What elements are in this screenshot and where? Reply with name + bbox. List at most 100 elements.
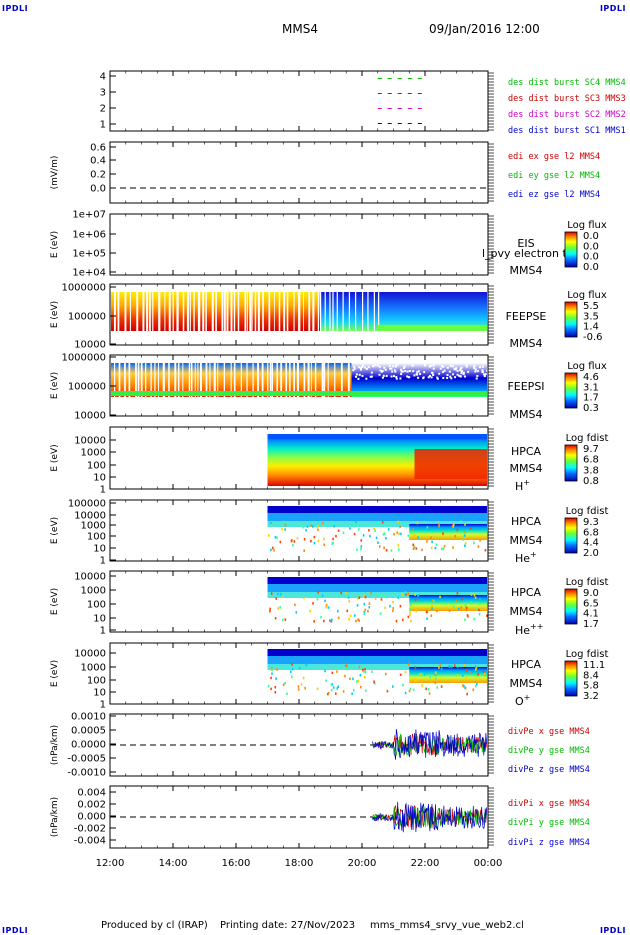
feepsi-speckle (467, 370, 470, 373)
hpca_o-count-speckle (428, 692, 431, 695)
hpca_he1-count-speckle (414, 546, 417, 550)
hpca_o-count-speckle (386, 689, 389, 693)
hpca_o-count-speckle (290, 675, 293, 678)
feepsi-speckle (381, 376, 384, 379)
divpe-legend-entry: divPe x gse MMS4 (508, 727, 590, 737)
hpca_he2-count-speckle (473, 593, 476, 597)
divpe-y-tick-label: 0.0005 (71, 726, 106, 737)
corner-label-top-left: IPDLI (2, 4, 29, 13)
hpca_o-count-speckle (440, 685, 443, 688)
burst-panel: 4 3 2 1 des dist burst SC4 MMS4 des dist burs… (100, 70, 626, 136)
feepsi-speckle (359, 368, 362, 371)
hpca_he2-count-speckle (464, 603, 467, 607)
feepsi-data-gap (240, 363, 242, 397)
feepsi-data-gap (200, 363, 202, 397)
hpca_he1-count-speckle (464, 523, 466, 526)
feepsi-speckle (358, 366, 361, 369)
hpca_he1-count-speckle (333, 524, 335, 528)
hpca_he1-upper-band (267, 513, 487, 521)
hpca_he1-count-speckle (283, 520, 286, 524)
feepsi-speckle (446, 376, 449, 379)
hpca_he1-count-speckle (270, 521, 272, 525)
hpca_he1-count-speckle (337, 529, 340, 532)
feepsi-colorbar-value: 4.6 (583, 372, 599, 383)
hpca_o-count-speckle (465, 668, 467, 672)
feepsi-speckle (401, 370, 404, 373)
feepsi-speckle (423, 371, 426, 374)
feepsi-data-gap (269, 363, 272, 397)
divpe-y-tick-label: -0.0010 (67, 768, 106, 779)
feepsi-speckle (460, 370, 463, 373)
feepse-colorbar-value: 5.5 (583, 301, 599, 312)
divpi-y-tick-label: -0.002 (74, 824, 106, 835)
hpca_o-species-charge: + (524, 693, 531, 702)
hpca_he1-y-tick-label: 100 (87, 532, 106, 543)
hpca_he1-colorbar (564, 517, 578, 554)
hpca_o-count-speckle (412, 688, 415, 692)
hpca_he1-count-speckle (383, 546, 385, 550)
feepsi-speckle (357, 377, 360, 380)
feepsi-speckle (365, 377, 368, 380)
hpca_o-colorbar-title: Log fdist (566, 649, 609, 660)
feepsi-speckle (453, 368, 456, 371)
hpca_he2-count-speckle (269, 609, 271, 613)
hpca_o-count-speckle (463, 664, 466, 667)
hpca_he2-count-speckle (448, 609, 451, 612)
feepse-data-gap (215, 292, 217, 331)
feepsi-speckle (394, 365, 397, 368)
hpca_he2-count-speckle (355, 619, 357, 623)
feepsi-speckle (390, 367, 393, 370)
hpca_he1-count-speckle (390, 549, 393, 552)
feepsi-speckle (361, 374, 364, 377)
hpca_he2-count-speckle (404, 591, 407, 594)
hpca_h-side-label: MMS4 (510, 462, 543, 475)
feepse-y-axis-label: E (eV) (50, 301, 60, 328)
divpe-y-tick-label: -0.0005 (67, 754, 106, 765)
hpca_he2-colorbar-value: 9.0 (583, 588, 599, 599)
hpca_he2-count-speckle (470, 593, 473, 596)
feepsi-speckle (441, 365, 444, 368)
feepsi-data-gap (223, 363, 226, 397)
hpca_o-count-speckle (465, 676, 468, 680)
feepsi-data-gap (252, 363, 254, 397)
hpca_he1-species-name: He (515, 552, 530, 565)
edi-panel: 0.6 0.4 0.2 0.0 (mV/m) edi ex gse l2 MMS4 edi … (50, 141, 600, 204)
hpca_o-count-speckle (414, 666, 417, 669)
feepse-data-gap (332, 292, 334, 331)
hpca_he2-count-speckle (320, 616, 322, 619)
eis-y-tick-label: 1e+05 (72, 249, 106, 260)
burst-frame (109, 70, 489, 132)
hpca_h-y-tick-label: 100 (87, 461, 106, 472)
feepse-panel: 1000000 100000 10000 E (eV) FEEPSE MMS4 Log fl… (50, 283, 607, 351)
hpca_he1-count-speckle (426, 540, 428, 543)
feepsi-speckle (478, 366, 481, 369)
hpca_o-count-speckle (331, 683, 334, 686)
hpca_o-high-energy-band (267, 649, 487, 656)
corner-label-top-right: IPDLI (599, 4, 626, 13)
hpca_he2-count-speckle (478, 608, 480, 612)
hpca_he2-colorbar-title: Log fdist (566, 577, 609, 588)
hpca_o-count-speckle (414, 680, 416, 683)
hpca_o-count-speckle (282, 683, 285, 686)
divpi-series-1 (372, 805, 487, 829)
feepsi-y-tick-label: 10000 (74, 411, 106, 422)
burst-y-tick-label: 2 (100, 104, 106, 115)
feepsi-speckle (353, 365, 356, 368)
hpca_he2-count-speckle (475, 608, 477, 611)
feepsi-speckle (454, 376, 457, 379)
hpca_he1-count-speckle (291, 539, 293, 542)
hpca_he1-count-speckle (375, 536, 378, 540)
feepse-colorbar (564, 301, 578, 338)
feepsi-speckle (352, 369, 355, 372)
feepsi-speckle (367, 366, 370, 369)
time-axis-tick-label: 14:00 (159, 858, 188, 869)
hpca_o-count-speckle (439, 664, 441, 667)
hpca_o-count-speckle (297, 685, 300, 688)
hpca_he2-count-speckle (368, 602, 371, 605)
hpca_he1-count-speckle (274, 536, 277, 539)
hpca_he2-species-label: He++ (515, 622, 543, 637)
hpca_he1-count-speckle (297, 521, 299, 524)
hpca_he1-count-speckle (270, 548, 272, 552)
hpca_he1-count-speckle (373, 527, 376, 531)
